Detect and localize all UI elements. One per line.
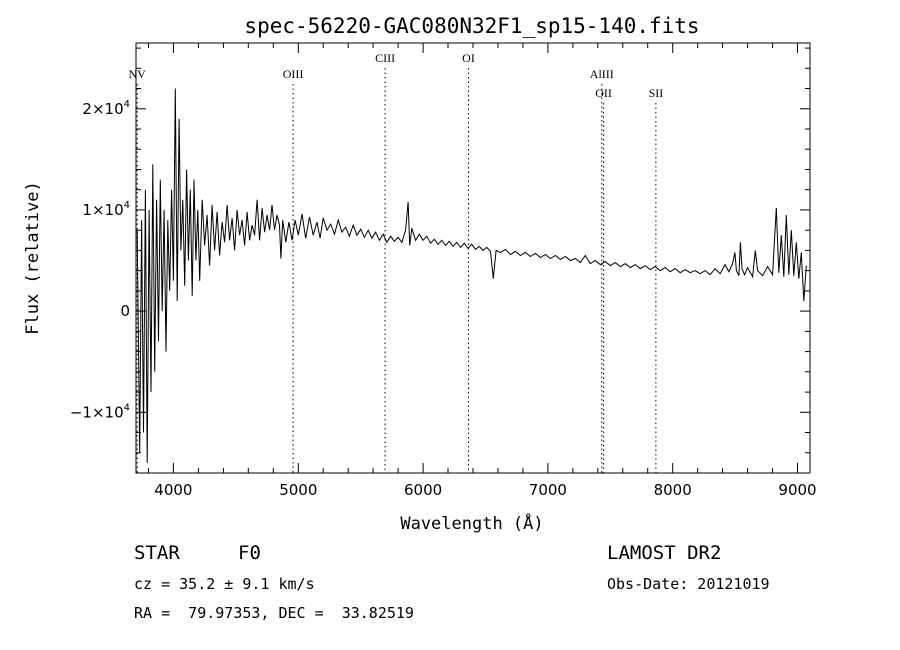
x-tick-label: 6000 [404, 481, 442, 499]
axis-ticks [136, 43, 810, 473]
spectral-line-label: SII [649, 86, 664, 100]
ra-dec-text: RA = 79.97353, DEC = 33.82519 [134, 604, 414, 622]
y-tick-label-base: 1×10 [82, 201, 123, 219]
spectrum-series-line [136, 88, 807, 463]
spectral-line-label: OII [595, 86, 612, 100]
chart-title: spec-56220-GAC080N32F1_sp15-140.fits [244, 14, 699, 38]
spectral-line-label: CIII [375, 51, 395, 65]
y-tick-label: 2×104 [82, 99, 130, 118]
x-tick-label: 5000 [279, 481, 317, 499]
x-tick-label: 4000 [154, 481, 192, 499]
y-tick-label-exponent: 4 [124, 402, 130, 413]
y-axis-label: Flux (relative) [23, 181, 43, 335]
spectral-line-label: AlIII [590, 67, 614, 81]
y-tick-label: −1×104 [70, 402, 130, 421]
y-tick-label: 0 [120, 302, 130, 320]
y-tick-label-base: 2×10 [82, 100, 123, 118]
observation-date-text: Obs-Date: 20121019 [607, 575, 770, 593]
spectral-line-label: OI [462, 51, 475, 65]
object-class-label: STAR [134, 542, 180, 564]
spectral-line-label: OIII [283, 67, 304, 81]
y-tick-label: 1×104 [82, 200, 130, 219]
spectral-line-label: NV [129, 67, 147, 81]
y-tick-label-base: 0 [120, 302, 130, 320]
survey-label: LAMOST DR2 [607, 542, 722, 564]
x-tick-label: 9000 [778, 481, 816, 499]
x-axis-label: Wavelength (Å) [400, 512, 543, 534]
plot-frame [135, 42, 811, 474]
spectral-line-markers: NV OIII CIII OI AlIII OII SII [129, 51, 664, 473]
redshift-velocity-text: cz = 35.2 ± 9.1 km/s [134, 575, 315, 593]
y-tick-label-exponent: 4 [124, 200, 130, 211]
y-tick-label-base: −1×10 [70, 403, 124, 421]
object-subclass-label: F0 [238, 542, 261, 564]
axis-tick-labels: 4000 5000 6000 7000 8000 90002×1041×1040−1×10… [70, 99, 817, 499]
x-tick-label: 8000 [654, 481, 692, 499]
y-tick-label-exponent: 4 [124, 99, 130, 110]
x-tick-label: 7000 [529, 481, 567, 499]
